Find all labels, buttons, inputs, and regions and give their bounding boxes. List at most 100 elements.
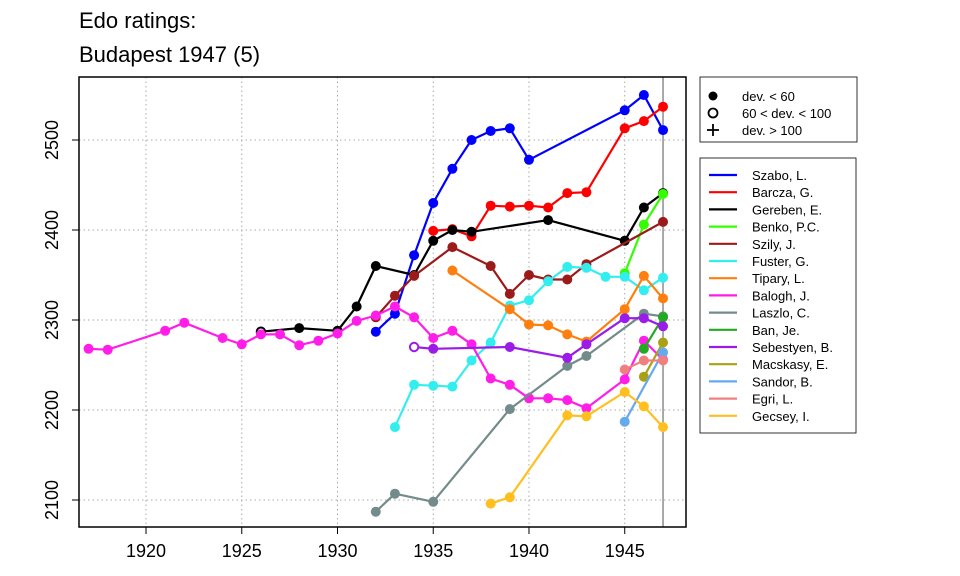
data-point	[466, 226, 477, 237]
data-point	[409, 312, 420, 323]
data-point	[351, 315, 362, 326]
series-szabo-l	[370, 90, 669, 337]
marker-legend-label: 60 < dev. < 100	[742, 106, 831, 121]
marker-legend-box	[699, 76, 858, 143]
legend-label: Laszlo, C.	[752, 306, 810, 321]
legend-label: Sebestyen, B.	[752, 340, 833, 355]
data-point	[504, 288, 515, 299]
x-tick-label: 1940	[509, 541, 549, 561]
data-point	[504, 123, 515, 134]
data-point	[523, 270, 534, 280]
data-point	[543, 202, 554, 213]
data-point	[543, 320, 554, 331]
series-balogh-j	[83, 301, 669, 414]
data-point	[351, 301, 362, 312]
data-point	[389, 488, 400, 499]
data-point-open	[408, 341, 420, 353]
x-axis: 1920 1925 1930 1935 1940 1945	[126, 527, 645, 561]
x-tick-label: 1945	[605, 541, 645, 561]
data-point	[638, 270, 649, 281]
data-point	[428, 333, 439, 343]
data-point	[658, 272, 669, 283]
data-point	[581, 187, 592, 198]
legend-label: Balogh, J.	[752, 288, 810, 303]
series-sebestyen-b	[408, 313, 669, 363]
series-line	[260, 192, 664, 333]
data-point	[447, 225, 458, 235]
data-point	[658, 189, 669, 199]
data-point	[658, 321, 669, 332]
x-tick-label: 1920	[126, 541, 166, 561]
data-point	[447, 381, 458, 392]
data-point	[562, 395, 573, 406]
data-point	[619, 364, 630, 375]
plot-frame	[78, 76, 687, 528]
data-point	[370, 261, 381, 271]
legend-label: Macskasy, E.	[752, 357, 828, 372]
data-point	[638, 313, 649, 324]
data-point	[255, 329, 266, 340]
data-point	[658, 293, 669, 304]
chart-title-line-1: Edo ratings:	[79, 8, 196, 33]
data-point	[638, 343, 649, 354]
data-point	[562, 329, 573, 340]
data-point	[638, 285, 649, 296]
x-tick-label: 1935	[413, 541, 453, 561]
data-point	[658, 312, 669, 323]
marker-legend-label: dev. > 100	[742, 123, 802, 138]
data-point	[485, 337, 496, 348]
data-point	[638, 355, 649, 366]
data-point	[389, 290, 400, 301]
data-point	[370, 310, 381, 321]
legend-label: Barcza, G.	[752, 185, 813, 200]
data-point	[619, 271, 630, 282]
legend-label: Sandor, B.	[752, 374, 813, 389]
data-point	[389, 308, 400, 319]
data-point	[485, 200, 496, 211]
data-point	[638, 219, 649, 230]
legend-label: Benko, P.C.	[752, 220, 820, 235]
y-tick-label: 2500	[42, 120, 62, 160]
data-point	[658, 125, 669, 136]
data-point	[581, 403, 592, 414]
data-point	[370, 326, 381, 337]
data-point	[485, 498, 496, 509]
data-point	[332, 328, 343, 339]
data-point	[543, 215, 554, 226]
data-point	[619, 416, 630, 427]
data-point	[638, 90, 649, 100]
data-point	[504, 342, 515, 352]
legend-label: Szily, J.	[752, 237, 796, 252]
data-point	[619, 387, 630, 397]
legend-label: Gereben, E.	[752, 202, 822, 217]
data-point	[217, 333, 228, 343]
series-fuster-g	[389, 261, 669, 433]
data-point	[447, 265, 458, 276]
data-point	[658, 347, 669, 358]
legend-label: Szabo, L.	[752, 168, 807, 183]
series-layer	[83, 90, 669, 517]
data-point	[409, 250, 420, 261]
legend-label: Fuster, G.	[752, 254, 809, 269]
chart-title-line-2: Budapest 1947 (5)	[79, 42, 260, 67]
series-line	[375, 312, 664, 513]
data-point	[504, 201, 515, 212]
data-point	[428, 343, 439, 354]
series-benko-p-c	[619, 189, 669, 279]
data-point	[619, 123, 630, 134]
data-point	[370, 506, 381, 517]
data-point	[638, 371, 649, 382]
data-point	[294, 323, 305, 334]
data-point	[638, 116, 649, 127]
data-point	[658, 101, 669, 112]
series-egri-l	[619, 355, 669, 375]
data-point	[562, 352, 573, 363]
data-point	[562, 410, 573, 421]
data-point	[83, 343, 94, 354]
data-point	[562, 261, 573, 272]
data-point	[543, 393, 554, 404]
data-point	[543, 276, 554, 287]
series-line	[623, 351, 664, 423]
data-point	[485, 373, 496, 384]
series-sandor-b	[619, 347, 669, 427]
